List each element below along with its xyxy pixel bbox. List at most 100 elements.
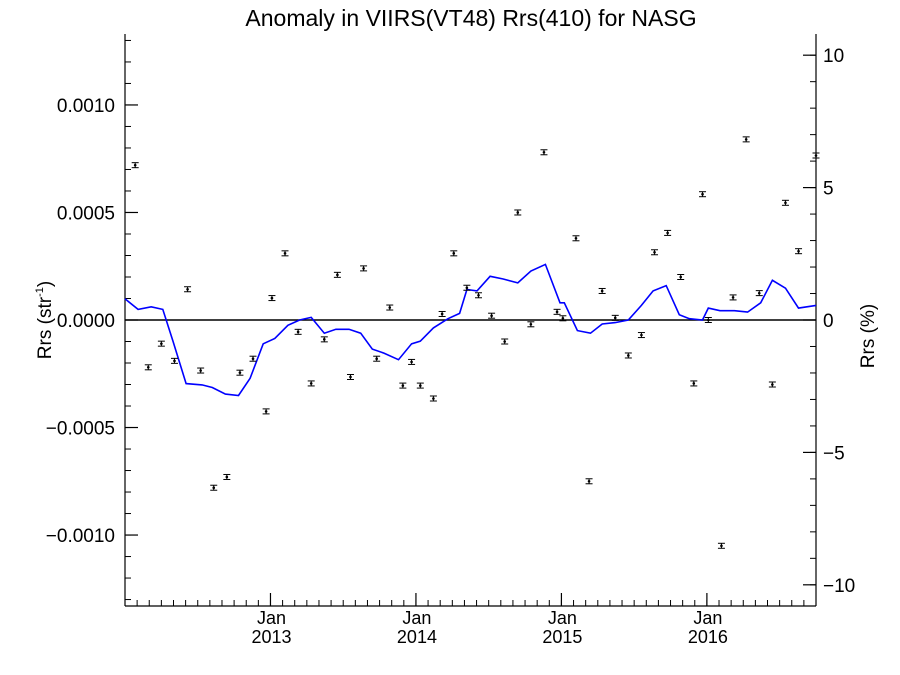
point-marker: [477, 293, 480, 297]
right-tick-label: 5: [823, 179, 834, 200]
x-tick-year-label: 2013: [251, 627, 291, 647]
left-y-axis: 0.0010 0.0005 0.0000 −0.0005 −0.0010: [46, 39, 138, 601]
data-point: [320, 336, 328, 343]
data-point: [677, 273, 685, 280]
left-tick-label: −0.0010: [46, 526, 115, 547]
data-point: [488, 312, 496, 319]
x-tick-year-label: 2016: [688, 627, 728, 647]
point-marker: [186, 287, 189, 291]
data-point: [527, 321, 535, 328]
data-point: [157, 340, 165, 347]
data-point: [184, 286, 192, 293]
point-marker: [555, 310, 559, 314]
data-point: [553, 308, 561, 315]
data-point: [438, 310, 446, 317]
data-point: [131, 162, 139, 169]
point-marker: [701, 192, 704, 196]
point-marker: [613, 316, 617, 320]
point-marker: [692, 382, 696, 385]
data-point: [281, 250, 289, 257]
data-point: [690, 380, 698, 387]
data-point: [501, 338, 509, 345]
data-point: [197, 367, 205, 374]
data-point: [651, 249, 659, 256]
data-point: [781, 199, 789, 206]
data-point: [373, 355, 381, 362]
right-tick-label: 10: [823, 46, 844, 67]
data-point: [729, 294, 737, 301]
data-point: [812, 152, 820, 159]
data-point: [540, 149, 548, 156]
point-marker: [283, 252, 287, 255]
left-axis-label-close: ): [35, 281, 56, 287]
left-axis-label: Rrs (str-1): [34, 281, 56, 359]
data-point: [475, 292, 483, 299]
data-point: [210, 484, 218, 491]
point-marker: [309, 382, 313, 385]
point-marker: [322, 338, 326, 341]
point-marker: [561, 316, 565, 320]
data-point: [699, 191, 707, 198]
x-tick-month-label: Jan: [257, 608, 286, 628]
right-tick-label: 0: [823, 311, 834, 332]
data-point: [223, 473, 231, 480]
data-point: [360, 265, 368, 272]
point-marker: [574, 236, 578, 240]
data-point: [795, 248, 803, 255]
point-marker: [401, 384, 405, 387]
data-point: [408, 358, 416, 365]
x-tick-month-label: Jan: [693, 608, 722, 628]
point-marker: [212, 486, 216, 490]
data-point: [755, 290, 763, 297]
right-tick-label: −5: [823, 443, 845, 464]
point-marker: [529, 323, 533, 326]
point-marker: [146, 366, 150, 369]
x-tick-month-label: Jan: [548, 608, 577, 628]
data-point: [236, 369, 244, 376]
point-marker: [270, 296, 274, 300]
point-marker: [225, 475, 229, 479]
data-point: [611, 314, 619, 321]
left-tick-label: 0.0010: [57, 96, 115, 117]
point-marker: [731, 296, 735, 299]
data-point: [268, 295, 276, 302]
point-marker: [797, 249, 800, 253]
point-marker: [542, 150, 546, 154]
point-marker: [771, 383, 774, 386]
data-point: [598, 287, 606, 294]
data-point: [463, 284, 471, 291]
point-marker: [388, 306, 392, 309]
data-point: [704, 317, 712, 323]
point-marker: [720, 544, 723, 548]
point-marker: [349, 375, 352, 379]
point-marker: [757, 291, 761, 295]
point-marker: [173, 359, 176, 363]
point-marker: [600, 289, 604, 293]
left-axis-label-superscript: -1: [34, 287, 46, 297]
point-marker: [238, 371, 242, 374]
data-point: [742, 136, 750, 143]
right-axis-label: Rrs (%): [858, 304, 879, 368]
anomaly-points: [131, 136, 820, 549]
data-point: [559, 315, 567, 322]
point-marker: [432, 397, 435, 400]
point-marker: [133, 163, 137, 167]
right-y-axis: 10 5 0 −5 −10: [803, 46, 855, 597]
data-point: [429, 395, 437, 402]
x-tick-year-label: 2015: [542, 627, 582, 647]
point-marker: [264, 410, 268, 413]
point-marker: [362, 267, 365, 270]
point-marker: [666, 231, 669, 235]
point-marker: [296, 330, 300, 334]
data-point: [307, 380, 315, 387]
point-marker: [490, 314, 493, 317]
data-point: [514, 209, 522, 216]
data-point: [637, 332, 645, 339]
chart-title: Anomaly in VIIRS(VT48) Rrs(410) for NASG: [245, 5, 696, 31]
point-marker: [336, 273, 339, 277]
point-marker: [375, 357, 378, 361]
x-tick-year-label: 2014: [397, 627, 437, 647]
left-axis-label-text: Rrs (str: [35, 296, 56, 359]
